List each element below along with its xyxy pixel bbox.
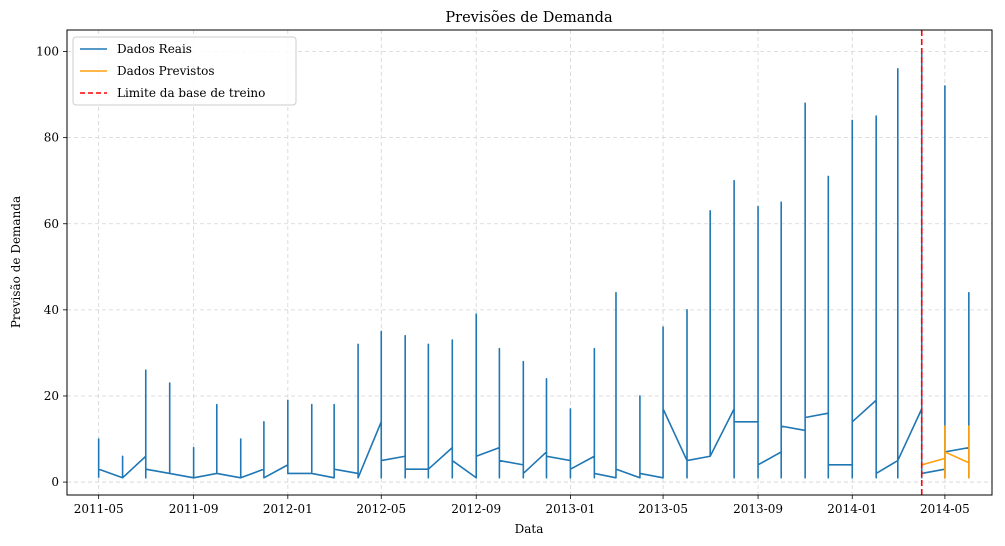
x-tick-label: 2012-05	[356, 502, 406, 516]
y-ticks: 0 20 40 60 80 100	[36, 45, 67, 489]
legend-label-dados-reais: Dados Reais	[117, 42, 192, 56]
x-tick-label: 2014-05	[920, 502, 970, 516]
legend-box	[72, 36, 297, 106]
legend-label-dados-previstos: Dados Previstos	[117, 64, 215, 78]
x-tick-label: 2013-05	[638, 502, 688, 516]
x-tick-label: 2011-09	[169, 502, 219, 516]
plot-lines	[97, 30, 970, 495]
grid	[67, 30, 992, 495]
y-axis-label: Previsão de Demanda	[9, 196, 23, 328]
x-axis-label: Data	[515, 522, 544, 536]
y-tick-label: 40	[44, 303, 59, 317]
series-dados-reais	[97, 50, 970, 479]
y-tick-label: 60	[44, 217, 59, 231]
plot-frame	[66, 29, 993, 496]
y-tick-label: 100	[36, 45, 59, 59]
legend-label-limite: Limite da base de treino	[117, 86, 265, 100]
x-tick-label: 2014-01	[827, 502, 877, 516]
x-tick-label: 2011-05	[74, 502, 124, 516]
y-tick-label: 80	[44, 131, 59, 145]
series-dados-previstos	[921, 425, 970, 479]
legend: Dados Reais Dados Previstos Limite da ba…	[72, 36, 297, 106]
y-tick-label: 20	[44, 389, 59, 403]
chart-title: Previsões de Demanda	[445, 10, 613, 26]
x-tick-label: 2013-01	[545, 502, 595, 516]
x-tick-label: 2013-09	[733, 502, 783, 516]
y-tick-label: 0	[51, 475, 59, 489]
x-ticks: 2011-05 2011-09 2012-01 2012-05 2012-09 2013-…	[74, 495, 970, 516]
x-tick-label: 2012-01	[263, 502, 313, 516]
x-tick-label: 2012-09	[451, 502, 501, 516]
